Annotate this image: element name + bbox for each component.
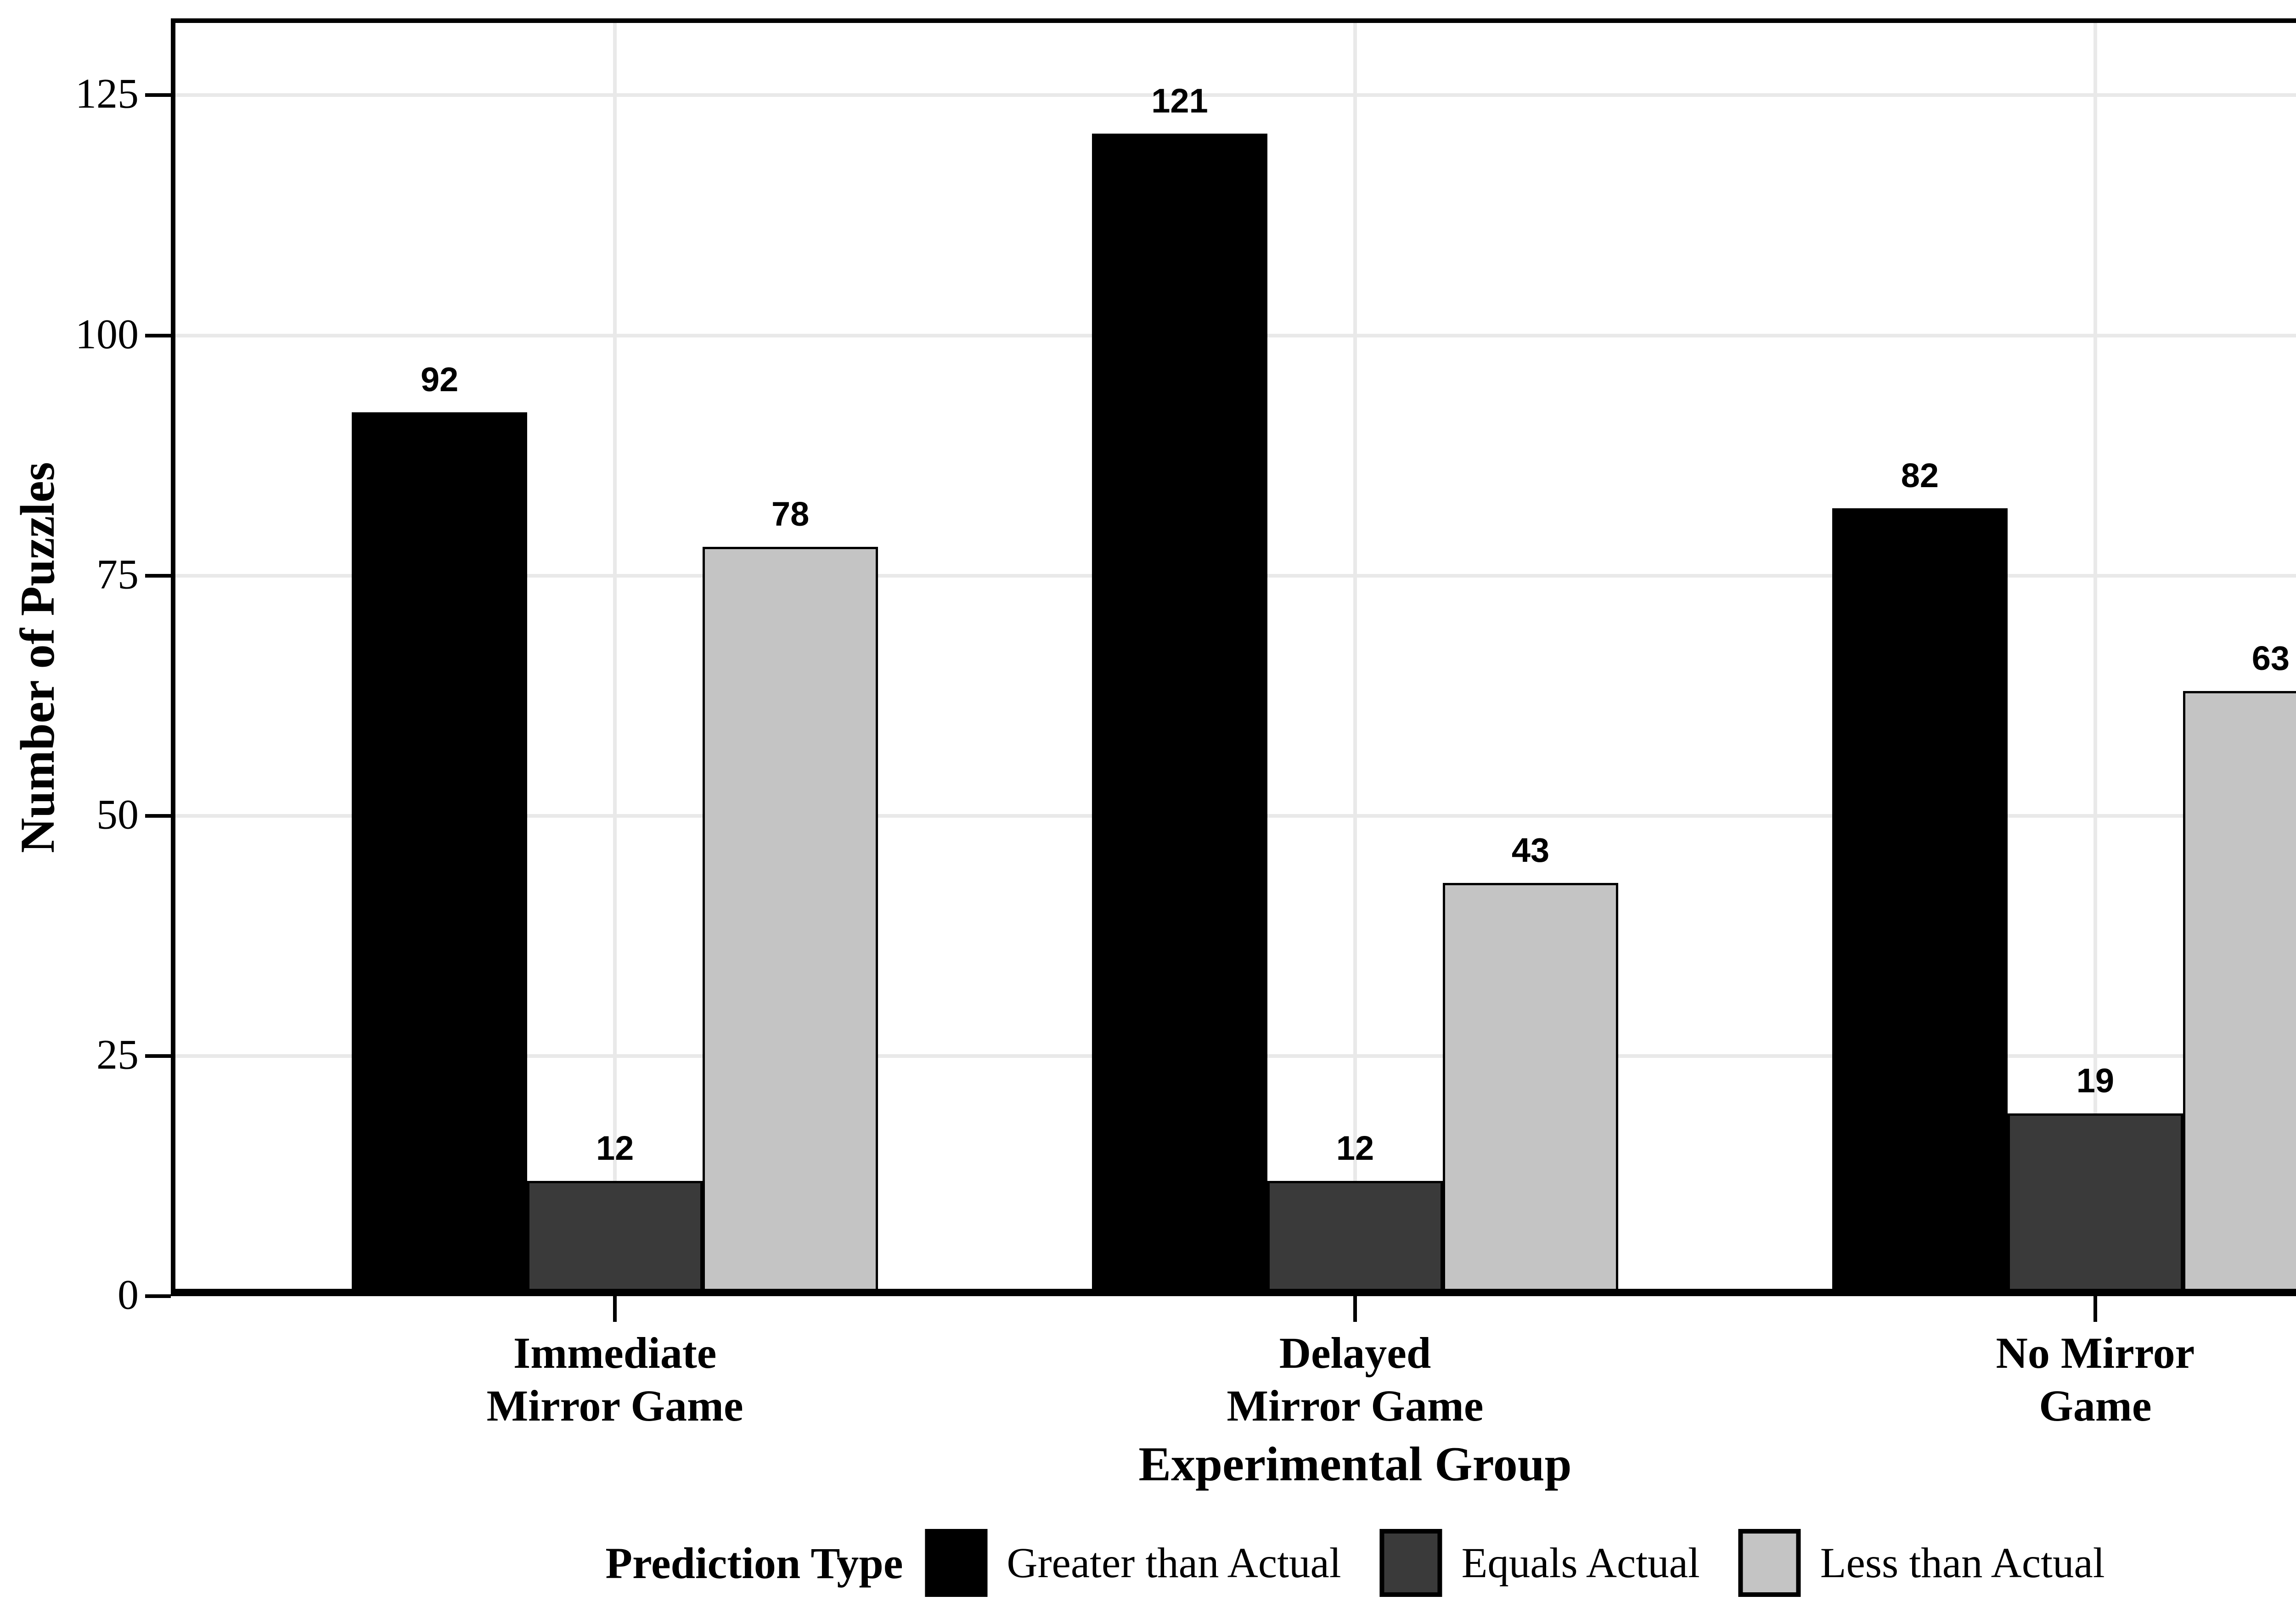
legend-swatch bbox=[1738, 1529, 1801, 1597]
y-tick-label: 100 bbox=[75, 310, 139, 357]
legend: Prediction Type Greater than Actual Equal… bbox=[605, 1529, 2105, 1597]
bar-value-label: 43 bbox=[1511, 831, 1550, 870]
y-axis-tick bbox=[145, 814, 171, 818]
x-axis-tick bbox=[2093, 1296, 2097, 1322]
legend-item: Equals Actual bbox=[1379, 1529, 1700, 1597]
bar bbox=[527, 1180, 703, 1296]
bar-value-label: 12 bbox=[1336, 1129, 1374, 1167]
x-category-label: No Mirror Game bbox=[1996, 1328, 2195, 1431]
legend-item: Less than Actual bbox=[1738, 1529, 2105, 1597]
bar bbox=[1267, 1180, 1443, 1296]
y-tick-label: 25 bbox=[96, 1031, 139, 1078]
bar-value-label: 19 bbox=[2076, 1062, 2115, 1100]
bar-value-label: 78 bbox=[771, 494, 810, 533]
legend-title: Prediction Type bbox=[605, 1538, 903, 1588]
x-axis-title: Experimental Group bbox=[1138, 1437, 1572, 1491]
plot-panel: 92 12 78 121 12 43 82 19 63 bbox=[171, 18, 2296, 1296]
y-axis-tick bbox=[145, 333, 171, 337]
bar bbox=[703, 546, 878, 1296]
legend-swatch bbox=[925, 1529, 988, 1597]
y-tick-label: 50 bbox=[96, 791, 139, 838]
bar bbox=[1443, 883, 1618, 1296]
x-category-label: Delayed Mirror Game bbox=[1227, 1328, 1484, 1431]
bar bbox=[2007, 1113, 2183, 1296]
y-axis-tick bbox=[145, 1294, 171, 1298]
gridline-vertical bbox=[613, 18, 617, 1296]
x-axis-tick bbox=[1353, 1296, 1357, 1322]
x-category-label: Immediate Mirror Game bbox=[486, 1328, 743, 1431]
gridline-vertical bbox=[1353, 18, 1357, 1296]
legend-item-label: Less than Actual bbox=[1820, 1539, 2105, 1587]
x-axis-tick bbox=[613, 1296, 617, 1322]
bar bbox=[1832, 508, 2008, 1296]
gridline-vertical bbox=[2093, 18, 2097, 1296]
bar bbox=[2183, 691, 2296, 1296]
bar-value-label: 12 bbox=[596, 1129, 634, 1167]
legend-swatch bbox=[1379, 1529, 1442, 1597]
y-axis-tick bbox=[145, 573, 171, 578]
bar bbox=[1092, 134, 1267, 1296]
y-tick-label: 75 bbox=[96, 550, 139, 597]
legend-item: Greater than Actual bbox=[925, 1529, 1341, 1597]
bar-value-label: 92 bbox=[420, 360, 459, 399]
legend-item-label: Equals Actual bbox=[1461, 1539, 1700, 1587]
y-axis-tick bbox=[145, 93, 171, 97]
y-tick-label: 0 bbox=[118, 1271, 139, 1318]
y-axis-tick bbox=[145, 1054, 171, 1058]
bar bbox=[352, 412, 528, 1296]
bar-value-label: 82 bbox=[1901, 456, 1939, 495]
bar-value-label: 121 bbox=[1151, 82, 1208, 120]
bar-value-label: 63 bbox=[2251, 639, 2290, 677]
y-tick-label: 125 bbox=[75, 70, 139, 117]
gridline-horizontal bbox=[171, 93, 2296, 97]
y-axis-title: Number of Puzzles bbox=[11, 462, 64, 853]
legend-item-label: Greater than Actual bbox=[1007, 1539, 1341, 1587]
